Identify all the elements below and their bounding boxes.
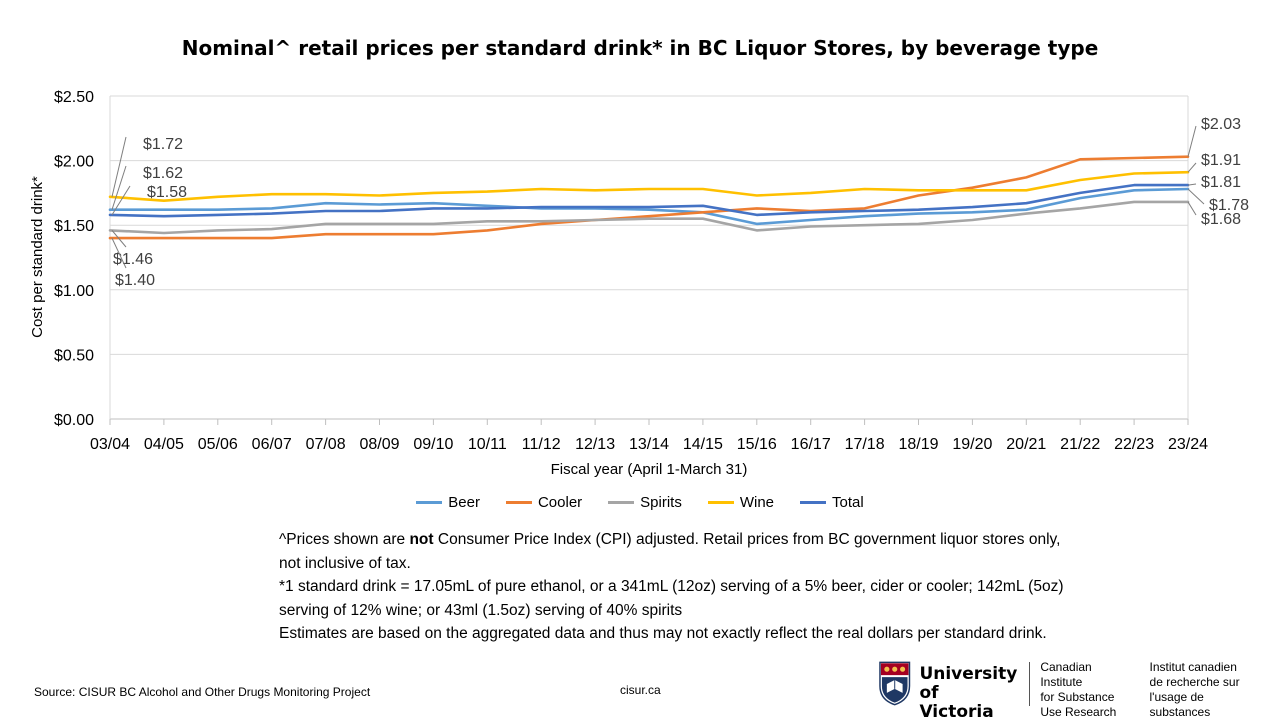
footnotes: ^Prices shown are not Consumer Price Ind… bbox=[279, 528, 1069, 646]
x-tick-label: 04/05 bbox=[144, 436, 184, 453]
logo-divider bbox=[1029, 662, 1031, 706]
callout-leader bbox=[111, 165, 127, 210]
legend-label-spirits: Spirits bbox=[640, 494, 682, 511]
cisur-fr-line2: de recherche sur bbox=[1149, 675, 1240, 689]
legend-item-cooler: Cooler bbox=[505, 494, 583, 511]
site-url: cisur.ca bbox=[620, 683, 661, 697]
data-label-end-cooler: $2.03 bbox=[1201, 116, 1241, 133]
cisur-en-line2: for Substance bbox=[1040, 690, 1115, 704]
source-note: Source: CISUR BC Alcohol and Other Drugs… bbox=[34, 685, 371, 699]
y-tick-label: $2.50 bbox=[54, 89, 94, 106]
x-tick-label: 08/09 bbox=[359, 436, 399, 453]
callout-leader bbox=[111, 185, 131, 216]
x-tick-label: 23/24 bbox=[1168, 436, 1208, 453]
cisur-en-line3: Use Research bbox=[1040, 705, 1117, 719]
legend-item-total: Total bbox=[800, 494, 864, 511]
cisur-name-en: Canadian Institute for Substance Use Res… bbox=[1040, 660, 1135, 720]
y-tick-label: $0.00 bbox=[54, 412, 94, 429]
x-tick-label: 16/17 bbox=[791, 436, 831, 453]
y-axis-title: Cost per standard drink* bbox=[29, 176, 46, 338]
y-tick-label: $1.50 bbox=[54, 218, 94, 235]
series-line-cooler bbox=[108, 155, 1190, 240]
uvic-name-line2: of Victoria bbox=[919, 683, 994, 722]
data-label-end-beer: $1.78 bbox=[1209, 197, 1249, 214]
legend-swatch-cooler bbox=[505, 501, 532, 504]
data-label-start-wine: $1.72 bbox=[143, 136, 183, 153]
data-label-start-total: $1.58 bbox=[147, 184, 187, 201]
y-tick-label: $1.00 bbox=[54, 283, 94, 300]
x-tick-label: 10/11 bbox=[468, 436, 507, 453]
cisur-en-line1: Canadian Institute bbox=[1040, 660, 1092, 689]
legend-label-beer: Beer bbox=[448, 494, 480, 511]
cisur-fr-line1: Institut canadien bbox=[1149, 660, 1237, 674]
callout-leader bbox=[1187, 188, 1205, 205]
callout-leader bbox=[111, 136, 127, 197]
legend-swatch-beer bbox=[416, 501, 443, 504]
x-tick-label: 18/19 bbox=[898, 436, 938, 453]
x-tick-label: 03/04 bbox=[90, 436, 130, 453]
series-line-total bbox=[108, 183, 1190, 218]
x-tick-label: 17/18 bbox=[845, 436, 885, 453]
footnote-cpi-bold: not bbox=[409, 531, 434, 548]
legend-label-cooler: Cooler bbox=[537, 494, 583, 511]
x-tick-label: 05/06 bbox=[198, 436, 238, 453]
legend-swatch-total bbox=[800, 501, 827, 504]
series-line-wine bbox=[108, 170, 1190, 202]
chart-title: Nominal^ retail prices per standard drin… bbox=[181, 36, 1099, 60]
cisur-name-fr: Institut canadien de recherche sur l'usa… bbox=[1150, 660, 1266, 720]
legend-label-total: Total bbox=[832, 494, 864, 511]
legend-item-beer: Beer bbox=[416, 494, 480, 511]
data-label-end-spirits: $1.68 bbox=[1201, 211, 1241, 228]
callout-leader bbox=[1187, 162, 1197, 173]
x-tick-label: 14/15 bbox=[683, 436, 723, 453]
uvic-crest-icon bbox=[879, 661, 911, 706]
legend-item-spirits: Spirits bbox=[608, 494, 682, 511]
footnote-standard-drink: *1 standard drink = 17.05mL of pure etha… bbox=[279, 578, 1064, 619]
x-tick-label: 11/12 bbox=[522, 436, 561, 453]
data-label-end-wine: $1.91 bbox=[1201, 152, 1241, 169]
callout-leader bbox=[111, 237, 127, 269]
x-tick-label: 22/23 bbox=[1114, 436, 1154, 453]
legend: Beer Cooler Spirits Wine Total bbox=[0, 494, 1280, 511]
x-axis-title: Fiscal year (April 1-March 31) bbox=[551, 461, 748, 478]
data-label-end-total: $1.81 bbox=[1201, 174, 1241, 191]
callout-leader bbox=[1187, 125, 1197, 157]
x-tick-label: 19/20 bbox=[952, 436, 992, 453]
cisur-fr-line3: l'usage de substances bbox=[1149, 690, 1211, 719]
uvic-name: University of Victoria bbox=[919, 665, 1017, 722]
data-label-start-beer: $1.62 bbox=[143, 165, 183, 182]
y-tick-label: $2.00 bbox=[54, 154, 94, 171]
uvic-name-line1: University bbox=[919, 664, 1018, 684]
y-tick-label: $0.50 bbox=[54, 347, 94, 364]
footnote-cpi-pre: ^Prices shown are bbox=[279, 531, 410, 548]
footnote-cpi: ^Prices shown are not Consumer Price Ind… bbox=[279, 528, 1069, 575]
x-tick-label: 12/13 bbox=[575, 436, 615, 453]
callout-leader bbox=[111, 230, 127, 248]
uvic-cisur-logo: University of Victoria Canadian Institut… bbox=[878, 660, 1280, 722]
legend-swatch-spirits bbox=[608, 501, 635, 504]
x-tick-label: 20/21 bbox=[1006, 436, 1046, 453]
x-tick-label: 06/07 bbox=[252, 436, 292, 453]
legend-swatch-wine bbox=[707, 501, 734, 504]
footnote-estimates: Estimates are based on the aggregated da… bbox=[279, 625, 1047, 642]
x-tick-label: 21/22 bbox=[1060, 436, 1100, 453]
series-line-beer bbox=[108, 187, 1190, 226]
x-tick-label: 15/16 bbox=[737, 436, 777, 453]
callout-leader bbox=[1187, 183, 1197, 186]
legend-label-wine: Wine bbox=[739, 494, 775, 511]
x-tick-label: 13/14 bbox=[629, 436, 669, 453]
data-label-start-spirits: $1.46 bbox=[113, 251, 153, 268]
legend-item-wine: Wine bbox=[707, 494, 775, 511]
x-tick-label: 09/10 bbox=[413, 436, 453, 453]
x-tick-label: 07/08 bbox=[306, 436, 346, 453]
footnote-cpi-post: Consumer Price Index (CPI) adjusted. Ret… bbox=[279, 531, 1061, 572]
callout-leader bbox=[1187, 201, 1197, 216]
data-label-start-cooler: $1.40 bbox=[115, 272, 155, 289]
series-line-spirits bbox=[108, 200, 1190, 235]
